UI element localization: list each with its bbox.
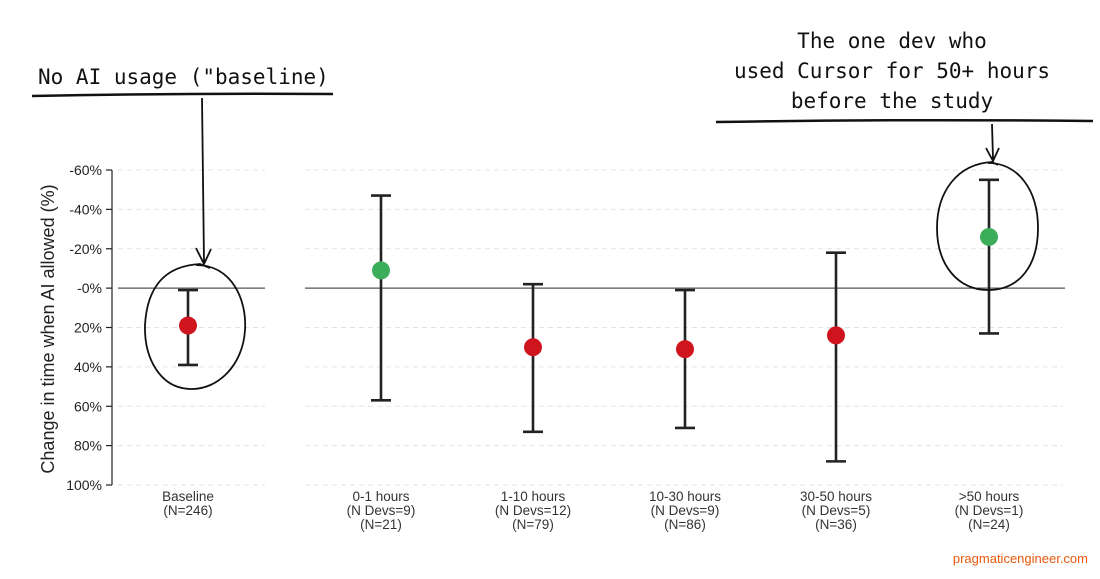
- annotation-cursor-dev-circle: [936, 161, 1039, 291]
- annotation-baseline-underline: [31, 92, 334, 98]
- data-point-0: [179, 316, 197, 335]
- x-category-label: (N=36): [815, 517, 857, 532]
- x-category-label: (N Devs=12): [495, 503, 571, 518]
- y-axis-title: Change in time when AI allowed (%): [38, 184, 58, 473]
- y-tick-label: 20%: [74, 320, 102, 336]
- x-category-label: (N Devs=9): [347, 503, 416, 518]
- annotation-cursor-dev: The one dev who used Cursor for 50+ hours…: [715, 29, 1094, 291]
- y-tick-label: 100%: [66, 477, 102, 493]
- data-point-4: [827, 326, 845, 345]
- x-category-label: 10-30 hours: [649, 489, 721, 504]
- y-tick-label: -20%: [69, 241, 102, 257]
- y-tick-label: -40%: [69, 201, 102, 217]
- watermark: pragmaticengineer.com: [953, 551, 1088, 566]
- annotation-cursor-dev-underline: [715, 118, 1094, 124]
- x-category-label: (N=79): [512, 517, 554, 532]
- data-point-2: [524, 338, 542, 357]
- x-category-label: (N Devs=1): [955, 503, 1024, 518]
- data-point-3: [676, 340, 694, 359]
- data-point-1: [372, 261, 390, 280]
- annotation-cursor-dev-arrow: [985, 123, 1000, 164]
- annotation-line: before the study: [791, 89, 993, 113]
- x-category-label: Baseline: [162, 489, 214, 504]
- x-category-label: (N=24): [968, 517, 1010, 532]
- gridlines: [118, 169, 1063, 486]
- annotation-baseline-arrow: [195, 97, 212, 267]
- data-points: [179, 227, 998, 359]
- x-category-label: (N=21): [360, 517, 402, 532]
- y-axis: -60% -40% -20% -0% 20% 40% 60% 80% 100%: [66, 162, 113, 493]
- error-bars: [178, 178, 999, 463]
- x-category-label: >50 hours: [959, 489, 1020, 504]
- x-category-label: (N=86): [664, 517, 706, 532]
- annotation-line: The one dev who: [797, 29, 987, 53]
- x-category-label: (N Devs=5): [802, 503, 871, 518]
- annotation-line: No AI usage ("baseline): [38, 65, 329, 89]
- y-tick-label: 60%: [74, 398, 102, 414]
- x-category-label: 0-1 hours: [352, 489, 409, 504]
- x-category-label: (N=246): [163, 503, 212, 518]
- annotation-baseline-text: No AI usage ("baseline): [38, 65, 329, 89]
- y-tick-label: 80%: [74, 438, 102, 454]
- y-tick-label: -0%: [77, 280, 102, 296]
- annotation-cursor-dev-text: The one dev who used Cursor for 50+ hours…: [734, 29, 1050, 113]
- x-category-label: 1-10 hours: [501, 489, 566, 504]
- y-tick-label: -60%: [69, 162, 102, 178]
- y-tick-label: 40%: [74, 359, 102, 375]
- x-category-label: 30-50 hours: [800, 489, 872, 504]
- annotation-line: used Cursor for 50+ hours: [734, 59, 1050, 83]
- annotation-baseline-circle: [144, 263, 247, 390]
- annotation-baseline: No AI usage ("baseline): [31, 65, 334, 390]
- x-category-label: (N Devs=9): [651, 503, 720, 518]
- data-point-5: [980, 227, 998, 246]
- x-axis-labels: Baseline(N=246)0-1 hours(N Devs=9)(N=21)…: [162, 489, 1023, 532]
